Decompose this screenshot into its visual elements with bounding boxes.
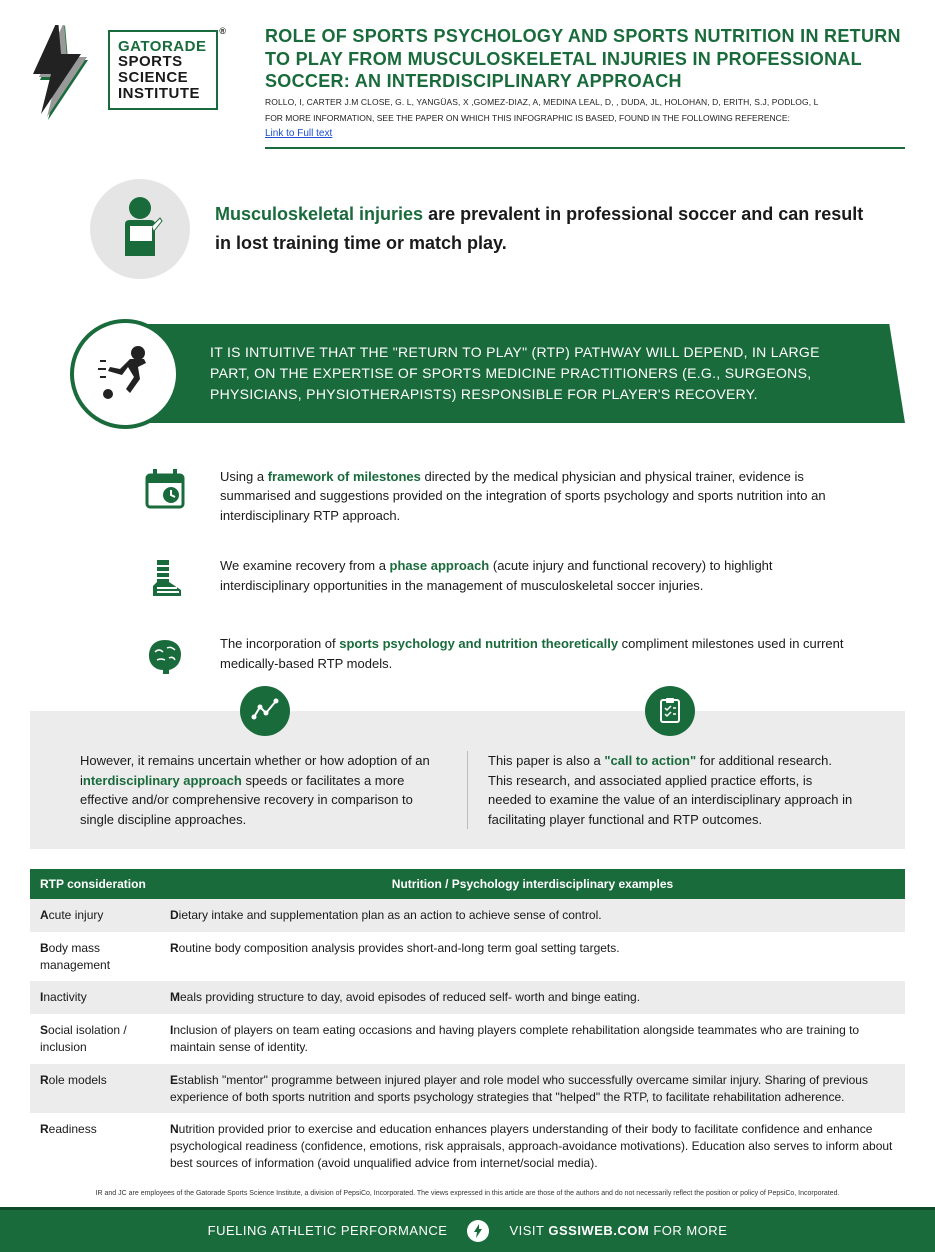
footer-tagline: FUELING ATHLETIC PERFORMANCE xyxy=(208,1223,448,1238)
footer-visit: VISIT GSSIWEB.COM FOR MORE xyxy=(509,1223,727,1238)
duo-section: However, it remains uncertain whether or… xyxy=(30,711,905,849)
bolt-icon xyxy=(30,25,100,120)
authors: ROLLO, I, CARTER J.M CLOSE, G. L, YANGÜA… xyxy=(265,97,905,107)
bullets-section: Using a framework of milestones directed… xyxy=(140,464,855,682)
page-title: ROLE OF SPORTS PSYCHOLOGY AND SPORTS NUT… xyxy=(265,25,905,93)
foot-bandage-icon xyxy=(140,553,190,603)
table-cell: Establish "mentor" programme between inj… xyxy=(160,1064,905,1114)
table-cell: Social isolation / inclusion xyxy=(30,1014,160,1064)
bullet-text: Using a framework of milestones directed… xyxy=(220,464,855,526)
table-row: Social isolation / inclusionInclusion of… xyxy=(30,1014,905,1064)
bullet-text: The incorporation of sports psychology a… xyxy=(220,631,855,673)
runner-icon xyxy=(70,319,180,429)
table-cell: Readiness xyxy=(30,1113,160,1179)
table-cell: Acute injury xyxy=(30,899,160,932)
intro-text: Musculoskeletal injuries are prevalent i… xyxy=(215,200,905,258)
table-cell: Nutrition provided prior to exercise and… xyxy=(160,1113,905,1179)
table-cell: Body mass management xyxy=(30,932,160,982)
duo-right: This paper is also a "call to action" fo… xyxy=(468,751,875,829)
table-header: RTP consideration xyxy=(30,869,160,899)
table-cell: Role models xyxy=(30,1064,160,1114)
calendar-icon xyxy=(140,464,190,514)
banner-text: IT IS INTUITIVE THAT THE "RETURN TO PLAY… xyxy=(120,324,905,423)
clipboard-icon xyxy=(645,686,695,736)
injury-icon xyxy=(90,179,190,279)
fulltext-link[interactable]: Link to Full text xyxy=(265,128,332,139)
table-cell: Inclusion of players on team eating occa… xyxy=(160,1014,905,1064)
brain-icon xyxy=(140,631,190,681)
table-row: Body mass managementRoutine body composi… xyxy=(30,932,905,982)
table-cell: Inactivity xyxy=(30,981,160,1014)
intro-row: Musculoskeletal injuries are prevalent i… xyxy=(90,179,905,279)
bullet-text: We examine recovery from a phase approac… xyxy=(220,553,855,595)
table-row: Role modelsEstablish "mentor" programme … xyxy=(30,1064,905,1114)
bullet-row: Using a framework of milestones directed… xyxy=(140,464,855,526)
logo-text: ® GATORADE SPORTS SCIENCE INSTITUTE xyxy=(108,30,218,110)
table-cell: Meals providing structure to day, avoid … xyxy=(160,981,905,1014)
table-row: Acute injuryDietary intake and supplemen… xyxy=(30,899,905,932)
divider xyxy=(265,147,905,149)
rtp-table: RTP consideration Nutrition / Psychology… xyxy=(30,869,905,1180)
bolt-icon xyxy=(467,1220,489,1242)
disclaimer: IR and JC are employees of the Gatorade … xyxy=(30,1190,905,1197)
bullet-row: The incorporation of sports psychology a… xyxy=(140,631,855,681)
header: ® GATORADE SPORTS SCIENCE INSTITUTE ROLE… xyxy=(30,25,905,149)
banner: IT IS INTUITIVE THAT THE "RETURN TO PLAY… xyxy=(30,319,905,429)
duo-left: However, it remains uncertain whether or… xyxy=(60,751,467,829)
table-header: Nutrition / Psychology interdisciplinary… xyxy=(160,869,905,899)
table-cell: Routine body composition analysis provid… xyxy=(160,932,905,982)
footer: FUELING ATHLETIC PERFORMANCE VISIT GSSIW… xyxy=(0,1207,935,1252)
table-row: InactivityMeals providing structure to d… xyxy=(30,981,905,1014)
bullet-row: We examine recovery from a phase approac… xyxy=(140,553,855,603)
table-cell: Dietary intake and supplementation plan … xyxy=(160,899,905,932)
reference-note: FOR MORE INFORMATION, SEE THE PAPER ON W… xyxy=(265,113,905,123)
table-row: ReadinessNutrition provided prior to exe… xyxy=(30,1113,905,1179)
logo: ® GATORADE SPORTS SCIENCE INSTITUTE xyxy=(30,25,245,120)
analytics-icon xyxy=(240,686,290,736)
